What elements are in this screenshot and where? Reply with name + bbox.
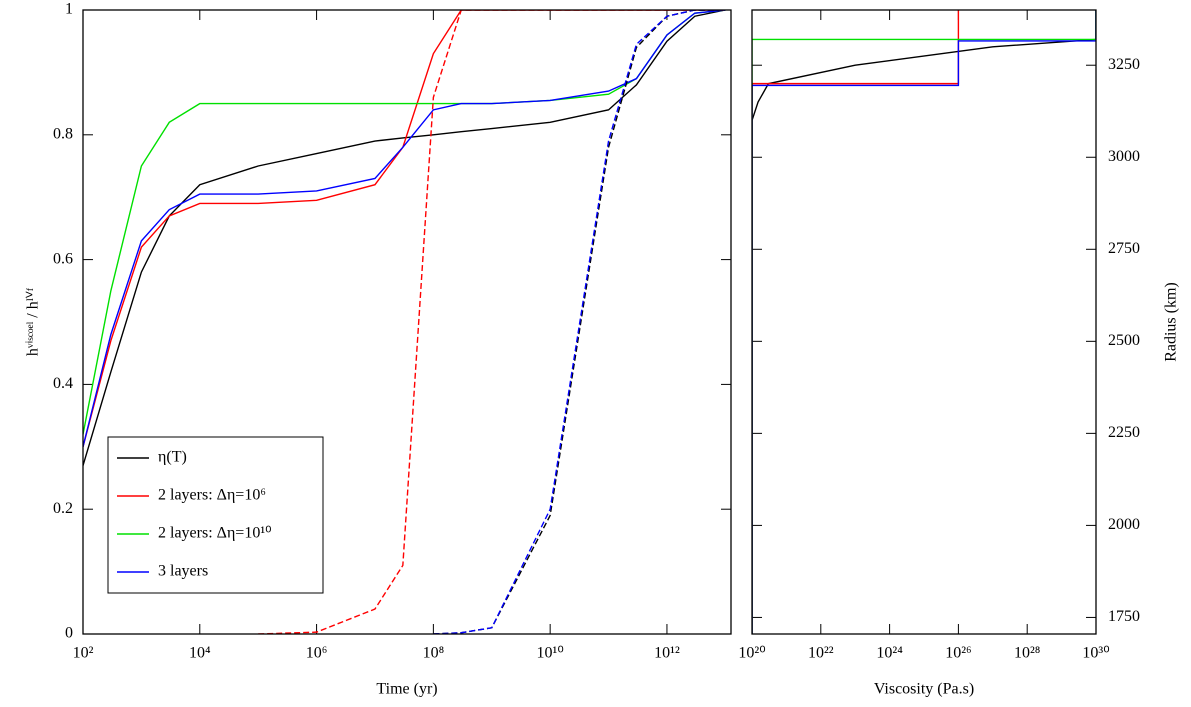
plot-area: [752, 10, 1096, 634]
x-axis-label: Viscosity (Pa.s): [874, 681, 974, 698]
x-tick-label: 10⁶: [306, 645, 328, 662]
y-tick-label: 2250: [1108, 424, 1140, 441]
y-tick-label: 2750: [1108, 240, 1140, 257]
y-axis-label: Radius (km): [1163, 282, 1180, 362]
y-tick-label: 0.2: [53, 500, 73, 517]
y-axis-label: hᵛⁱˢᶜᵒᵉˡ / hᴵⱽᶠ: [25, 287, 42, 356]
line: [83, 10, 726, 447]
x-tick-label: 10²⁴: [876, 645, 903, 662]
line: [752, 10, 1096, 634]
legend-label: 2 layers: Δη=10⁶: [158, 487, 266, 504]
x-tick-label: 10³⁰: [1082, 645, 1109, 662]
y-tick-label: 0: [65, 625, 73, 642]
plot-area: [83, 10, 726, 634]
y-tick-label: 3250: [1108, 56, 1140, 73]
y-tick-label: 2000: [1108, 516, 1140, 533]
x-tick-label: 10¹⁰: [537, 645, 564, 662]
x-tick-label: 10⁴: [189, 645, 211, 662]
frame: [751, 9, 1097, 635]
x-tick-label: 10¹²: [654, 645, 680, 662]
y-tick-label: 1: [65, 1, 73, 18]
x-tick-label: 10²⁰: [738, 645, 765, 662]
dashed-line: [433, 10, 726, 634]
line: [752, 10, 1096, 634]
legend-label: 2 layers: Δη=10¹⁰: [158, 525, 272, 542]
line: [83, 10, 726, 447]
y-tick-label: 0.8: [53, 125, 73, 142]
legend-label: η(T): [158, 449, 187, 466]
y-tick-label: 0.6: [53, 250, 73, 267]
line: [83, 10, 726, 466]
dashed-line: [258, 10, 726, 634]
x-tick-label: 10⁸: [423, 645, 445, 662]
y-tick-label: 1750: [1108, 608, 1140, 625]
frame: [82, 9, 732, 635]
legend-box: [107, 436, 324, 594]
x-tick-label: 10²: [73, 645, 94, 662]
line: [752, 10, 1096, 634]
line: [752, 10, 960, 634]
x-tick-label: 10²²: [808, 645, 834, 662]
x-tick-label: 10²⁶: [945, 645, 971, 662]
y-tick-label: 3000: [1108, 148, 1140, 165]
y-tick-label: 2500: [1108, 332, 1140, 349]
y-tick-label: 0.4: [53, 375, 73, 392]
x-axis-label: Time (yr): [376, 681, 437, 698]
legend-label: 3 layers: [158, 563, 208, 580]
x-tick-label: 10²⁸: [1014, 645, 1040, 662]
